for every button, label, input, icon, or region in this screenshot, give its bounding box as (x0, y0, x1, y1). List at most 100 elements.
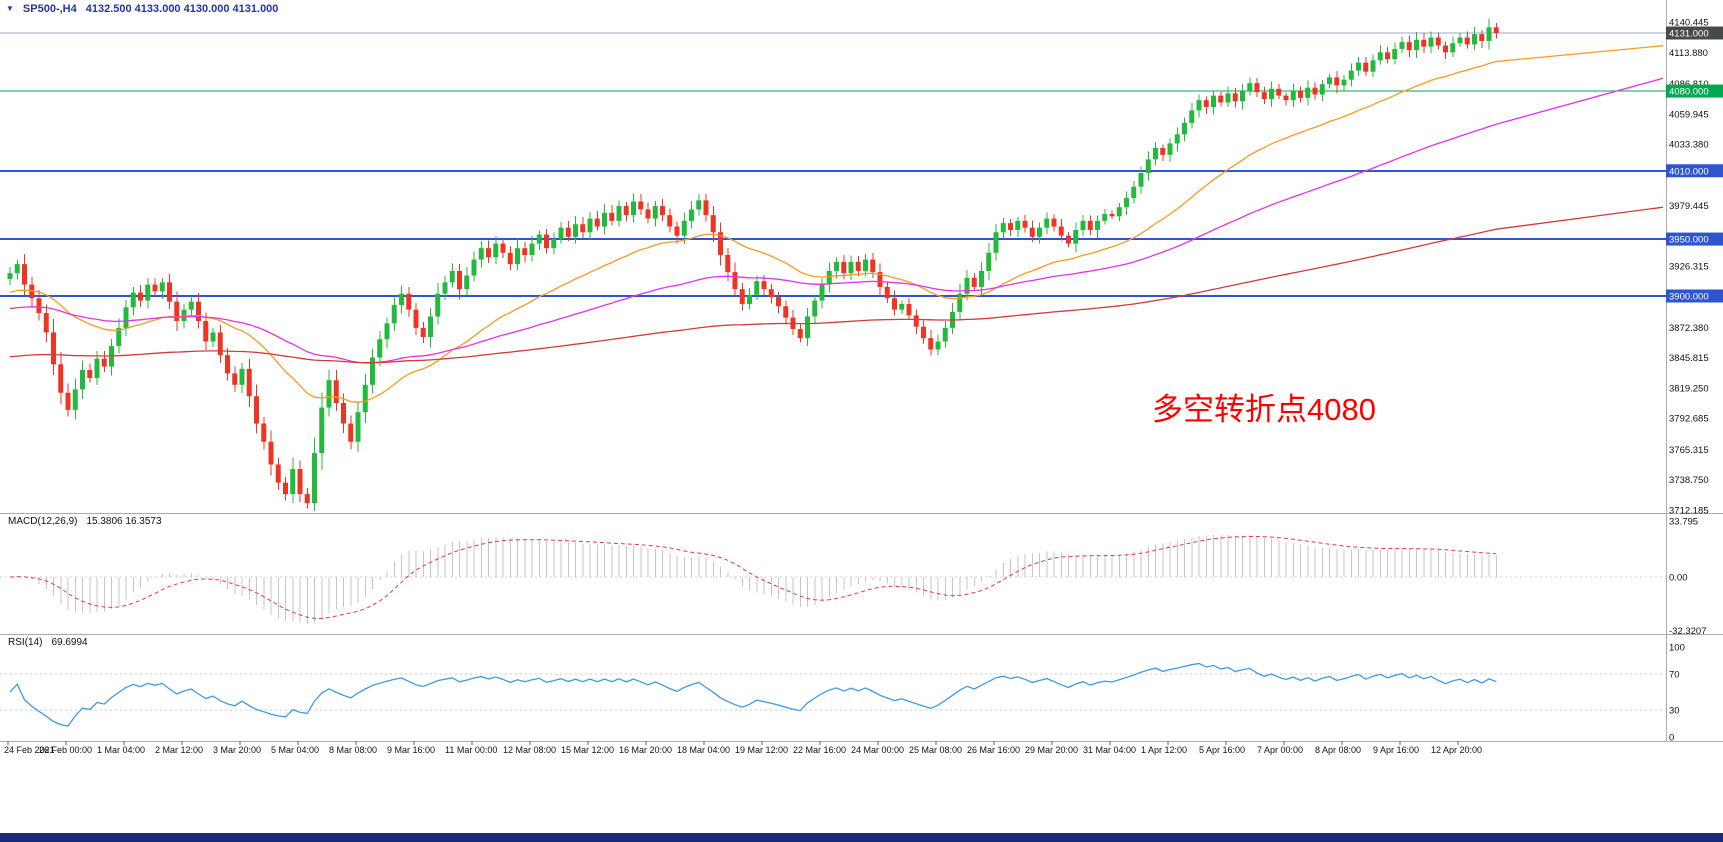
candle-body (246, 368, 252, 397)
candle-body (674, 226, 680, 236)
candle-body (1240, 91, 1245, 102)
candle-body (348, 423, 354, 442)
candle-body (616, 206, 622, 221)
candle-body (283, 482, 288, 495)
candle-body (805, 316, 810, 339)
candle-body (884, 286, 890, 299)
candle-body (1247, 83, 1253, 92)
candle-body (1051, 218, 1057, 227)
candle-body (1145, 159, 1151, 174)
candle-body (892, 298, 897, 310)
rsi-axis-label: 100 (1669, 643, 1685, 654)
candle-body (1341, 79, 1347, 86)
candle-body (36, 298, 42, 314)
candle-body (355, 412, 361, 442)
candle-body (725, 255, 731, 273)
candle-body (478, 248, 484, 260)
candle-body (1276, 88, 1282, 96)
macd-axis-label: 0.00 (1669, 573, 1688, 584)
price-badge (1666, 289, 1723, 303)
rsi-value: 69.6994 (51, 637, 88, 648)
candle-body (94, 358, 100, 378)
price-axis[interactable]: 4140.445 4113.880 4086.810 4059.945 4033.380… (1666, 18, 1723, 517)
candle-body (297, 469, 303, 495)
candle-body (776, 297, 781, 307)
candle-body (116, 327, 122, 347)
candle-body (304, 494, 310, 504)
candle-body (812, 300, 818, 317)
candle-body (1356, 62, 1361, 71)
candle-body (580, 224, 586, 233)
candle-body (145, 284, 151, 301)
ma-fast-line (9, 45, 1664, 403)
macd-name: MACD(12,26,9) (8, 516, 78, 527)
candle-body (645, 209, 651, 219)
candle-body (1203, 100, 1209, 108)
candle-body (1348, 70, 1354, 80)
candle-body (971, 277, 977, 287)
price-axis-label: 3819.250 (1669, 383, 1709, 394)
candle-body (1160, 147, 1166, 155)
candle-body (696, 200, 702, 210)
chevron-down-icon[interactable]: ▼ (6, 4, 14, 13)
time-axis-label: 9 Mar 16:00 (387, 745, 436, 755)
ma-slow-line (9, 206, 1664, 364)
symbol-timeframe-label: SP500-,H4 (22, 3, 77, 15)
price-axis-label: 3979.445 (1669, 201, 1709, 212)
rsi-axis-label: 70 (1669, 670, 1680, 681)
price-badge (1666, 84, 1723, 98)
candle-body (65, 392, 71, 410)
time-axis-label: 12 Apr 20:00 (1431, 745, 1483, 755)
price-axis-label: 3765.315 (1669, 445, 1709, 456)
candle-body (14, 264, 20, 274)
candle-body (152, 284, 158, 292)
price-badge-label: 4080.000 (1669, 87, 1709, 98)
candle-body (1421, 39, 1427, 47)
time-axis-label: 19 Mar 12:00 (735, 745, 789, 755)
horizontal-level-lines[interactable] (0, 32, 1666, 297)
candle-body (1298, 91, 1303, 98)
time-axis-label: 26 Mar 16:00 (967, 745, 1021, 755)
candle-body (819, 284, 825, 301)
candle-body (232, 373, 238, 385)
macd-signal-line (9, 536, 1497, 620)
time-axis-label: 2 Mar 12:00 (155, 745, 204, 755)
candle-body (333, 380, 339, 404)
candle-body (406, 293, 412, 310)
candle-body (1334, 77, 1340, 86)
candle-body (464, 275, 470, 290)
candle-body (1450, 43, 1456, 53)
candle-body (1232, 93, 1238, 102)
price-axis-label: 4140.445 (1669, 18, 1709, 29)
candle-body (1283, 95, 1289, 101)
macd-pane (0, 534, 1666, 624)
time-axis-label: 25 Mar 08:00 (909, 745, 963, 755)
price-badge-label: 4010.000 (1669, 166, 1709, 177)
time-axis-label: 24 Feb 2021 (4, 745, 55, 755)
price-axis-label: 4059.945 (1669, 109, 1709, 120)
candle-body (703, 200, 709, 216)
candle-body (341, 403, 346, 424)
rsi-axis-label: 0 (1669, 733, 1674, 744)
price-axis-label: 3845.815 (1669, 353, 1709, 364)
candle-body (167, 282, 172, 302)
macd-indicator-label: MACD(12,26,9) 15.3806 16.3573 (8, 516, 162, 527)
candle-body (1435, 37, 1441, 46)
candle-body (551, 239, 557, 249)
rsi-pane (0, 662, 1666, 727)
candle-body (138, 292, 143, 301)
candle-body (993, 232, 999, 253)
candle-body (768, 289, 774, 298)
candle-body (1254, 83, 1260, 93)
price-axis-label: 3926.315 (1669, 262, 1709, 273)
candle-body (1327, 77, 1332, 85)
candle-body (718, 232, 723, 256)
price-badge (1666, 232, 1723, 246)
candle-body (1037, 227, 1042, 237)
candle-body (1109, 214, 1115, 217)
candle-body (1225, 93, 1231, 103)
candle-body (623, 206, 629, 216)
candle-body (1095, 220, 1100, 230)
candle-body (855, 261, 861, 271)
